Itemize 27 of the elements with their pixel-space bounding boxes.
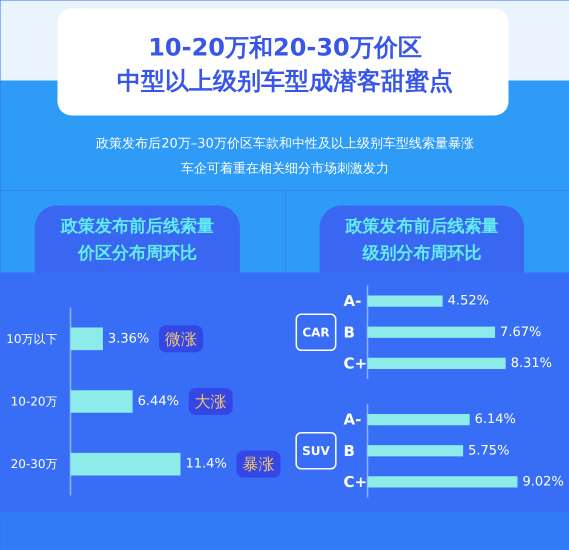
data-label: 4.52% <box>448 294 489 309</box>
data-label: 5.75% <box>468 443 510 458</box>
data-label: 8.31% <box>510 356 552 371</box>
y-axis-title: CAR <box>302 325 330 340</box>
y-axis-title: SUV <box>302 444 331 458</box>
data-label: 7.67% <box>500 324 542 340</box>
y-tick-label: C+ <box>344 354 368 372</box>
y-tick-label: 20-30万 <box>10 457 58 472</box>
data-label: 11.4% <box>186 456 227 472</box>
data-label: 3.36% <box>108 331 150 346</box>
y-tick-label: A- <box>344 292 362 310</box>
chart-title: 政策发布前后线索量级别分布周环比 <box>344 216 498 264</box>
text: 暴涨 <box>242 454 274 474</box>
y-tick-label: B <box>344 323 355 342</box>
text: 大涨 <box>194 392 227 411</box>
data-label: 6.14% <box>474 412 516 428</box>
data-label: 9.02% <box>522 474 564 490</box>
y-tick-label: A- <box>344 410 362 429</box>
y-tick-label: C+ <box>344 472 368 491</box>
annotation: 微涨 <box>164 329 197 348</box>
y-tick-label: B <box>344 442 355 460</box>
y-tick-label: 10-20万 <box>10 394 58 408</box>
data-label: 6.44% <box>138 394 179 409</box>
text: 10-20万和20-30万价区中型以上级别车型成潜客甜蜜点 <box>117 34 453 96</box>
chart-title: 政策发布前后线索量价区分布周环比 <box>60 216 214 264</box>
text: 政策发布后20万–30万价区车款和中性及以上级别车型线索量暴涨车企可着重在相关细分市场刺激发力 <box>96 136 474 176</box>
y-tick-label: 10万以下 <box>6 332 58 346</box>
